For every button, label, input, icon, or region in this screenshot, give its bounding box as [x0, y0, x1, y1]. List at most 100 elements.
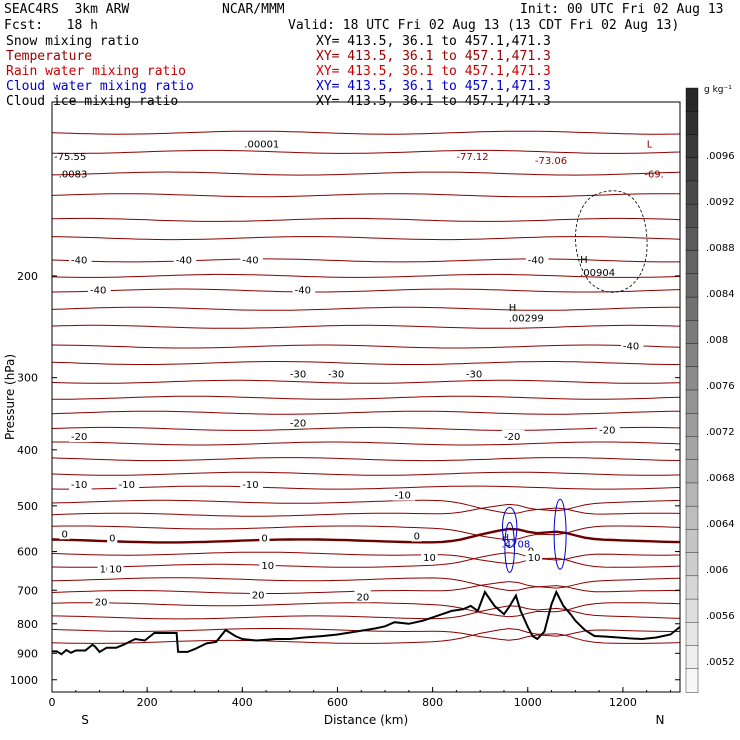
label-bg — [463, 367, 487, 380]
x-tick-label: 400 — [232, 696, 253, 709]
isotherm-line — [52, 171, 680, 176]
cloud-ice-contours — [575, 190, 648, 293]
cloud-water-contour — [504, 521, 515, 573]
colorbar-swatch — [685, 505, 699, 531]
y-axis-title: Pressure (hPa) — [3, 354, 17, 440]
colorbar-swatch — [685, 622, 699, 647]
temperature-label: -30 — [328, 369, 344, 380]
temperature-label: -10 — [71, 480, 87, 491]
isotherm-line — [52, 324, 680, 329]
extremum-label: -73.06 — [535, 156, 567, 167]
temperature-label: -30 — [466, 369, 482, 380]
colorbar-swatch — [685, 343, 699, 368]
label-bg — [92, 595, 110, 608]
label-bg — [240, 477, 263, 490]
temperature-label: 10 — [528, 553, 541, 564]
temperature-label: 10 — [109, 565, 122, 576]
extremum-label: H — [502, 533, 510, 544]
isotherm-line — [52, 471, 680, 476]
colorbar-swatch — [685, 203, 699, 229]
colorbar-tick-label: .0064 — [706, 519, 735, 530]
colorbar-swatch — [685, 87, 699, 112]
temperature-label: 10 — [261, 561, 274, 572]
isotherm-line — [52, 149, 680, 154]
field-name: Cloud water mixing ratio — [6, 79, 194, 94]
temperature-label: -10 — [395, 491, 411, 502]
y-tick-label: 200 — [17, 270, 38, 283]
label-bg — [259, 558, 276, 571]
field-xy-range: XY= 413.5, 36.1 to 457.1,471.3 — [316, 34, 551, 49]
colorbar-swatch — [685, 250, 699, 275]
label-bg — [107, 562, 124, 575]
temperature-label: -10 — [119, 480, 135, 491]
cloud-ice-contour — [575, 190, 648, 293]
colorbar-tick-label: .006 — [706, 565, 728, 576]
contour-labels: -40 -40 -40 -40 -40 -40 -30 -30 -30 -40 -20 -20 -20 -… — [54, 140, 664, 609]
field-name: Temperature — [6, 49, 93, 64]
colorbar-tick-label: .0088 — [706, 243, 735, 254]
center-label: NCAR/MMM — [222, 2, 285, 17]
field-name: Rain water mixing ratio — [6, 64, 187, 79]
isotherm-line — [52, 130, 680, 135]
colorbar-swatch — [685, 111, 699, 136]
isotherm-line — [52, 306, 680, 311]
isotherm-line — [52, 551, 680, 565]
colorbar-swatch — [685, 482, 699, 507]
isotherm-line — [52, 628, 680, 644]
label-bg — [620, 339, 644, 352]
extremum-label: H — [509, 303, 517, 314]
label-bg — [292, 283, 316, 296]
label-bg — [325, 367, 349, 380]
label-bg — [287, 367, 311, 380]
temperature-label: -40 — [623, 342, 639, 353]
isotherm-line — [52, 426, 680, 431]
extremum-label: -77.12 — [456, 152, 488, 163]
x-axis-title: Distance (km) — [324, 713, 408, 727]
y-tick-label: 400 — [17, 444, 38, 457]
label-bg — [392, 488, 416, 501]
temperature-label: 10 — [100, 565, 113, 576]
label-bg — [525, 544, 536, 557]
isotherm-line — [52, 273, 680, 278]
colorbar-swatch — [685, 366, 699, 391]
temperature-label: -10 — [242, 480, 258, 491]
colorbar-swatch — [685, 552, 699, 577]
label-bg — [249, 588, 267, 601]
temperature-label: -40 — [176, 255, 192, 266]
temperature-label: 0 — [261, 534, 267, 545]
colorbar-swatch — [685, 529, 699, 554]
temperature-label: 20 — [95, 598, 108, 609]
colorbar-swatch — [685, 668, 699, 693]
extremum-label: .4708 — [502, 539, 531, 550]
x-tick-label: 600 — [327, 696, 348, 709]
cloud-water-contour — [553, 498, 567, 570]
temperature-label: 0 — [62, 529, 68, 540]
temperature-label: 20 — [356, 592, 369, 603]
extremum-label: L — [647, 140, 653, 151]
label-bg — [287, 416, 311, 429]
temperature-label: -40 — [71, 255, 87, 266]
label-bg — [173, 253, 197, 266]
isotherm-line — [52, 395, 680, 400]
field-name: Snow mixing ratio — [6, 34, 140, 49]
x-tick-label: 1000 — [514, 696, 542, 709]
y-tick-label: 900 — [17, 647, 38, 660]
colorbar-swatch — [685, 134, 699, 159]
isotherm-line — [52, 236, 680, 241]
temperature-label: -20 — [504, 432, 520, 443]
forecast-hour: Fcst: 18 h — [4, 18, 98, 33]
colorbar-swatch — [685, 389, 699, 414]
colorbar-tick-label: .0068 — [706, 473, 735, 484]
temperature-label: -30 — [290, 369, 306, 380]
isotherm-line — [52, 258, 680, 263]
temperature-label: 0 — [414, 532, 420, 543]
label-bg — [107, 531, 118, 544]
misc-label: .0083 — [59, 169, 88, 180]
y-tick-label: 600 — [17, 546, 38, 559]
field-xy-range: XY= 413.5, 36.1 to 457.1,471.3 — [316, 79, 551, 94]
label-bg — [259, 531, 270, 544]
field-xy-range: XY= 413.5, 36.1 to 457.1,471.3 — [316, 49, 551, 64]
isotherm-line — [52, 605, 680, 620]
extremum-label: H — [580, 255, 588, 266]
